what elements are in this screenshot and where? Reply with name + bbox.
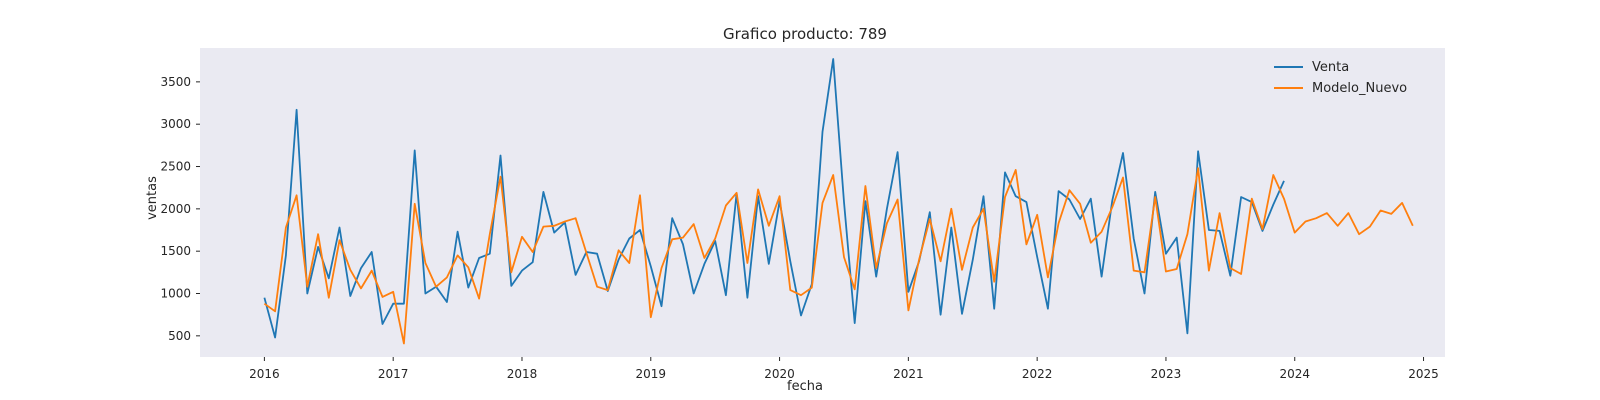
y-tick-label: 2500 — [160, 160, 191, 174]
y-axis-title: ventas — [145, 176, 160, 220]
series-layer — [263, 58, 1414, 345]
x-tick-label: 2023 — [1151, 367, 1182, 381]
y-tick-label: 3500 — [160, 75, 191, 89]
y-tick-label: 1000 — [160, 287, 191, 301]
series-line-modelo-nuevo — [263, 167, 1414, 345]
y-tick-label: 500 — [168, 329, 191, 343]
chart-title: Grafico producto: 789 — [723, 25, 887, 43]
x-tick-label: 2025 — [1408, 367, 1439, 381]
x-tick-label: 2021 — [893, 367, 924, 381]
y-tick-label: 3000 — [160, 117, 191, 131]
x-tick-label: 2024 — [1279, 367, 1310, 381]
x-tick-label: 2018 — [507, 367, 538, 381]
x-tick-label: 2019 — [636, 367, 667, 381]
x-axis-ticks: 2016 2017 2018 2019 2020 2021 2022 2023 2024 2025 — [249, 357, 1439, 381]
x-tick-label: 2017 — [378, 367, 409, 381]
legend-label-venta: Venta — [1312, 60, 1349, 75]
legend-label-modelo-nuevo: Modelo_Nuevo — [1312, 81, 1407, 96]
x-axis-title: fecha — [787, 379, 823, 394]
y-tick-label: 2000 — [160, 202, 191, 216]
series-line-venta — [263, 58, 1285, 339]
x-tick-label: 2020 — [764, 367, 795, 381]
x-tick-label: 2016 — [249, 367, 280, 381]
legend: Venta Modelo_Nuevo — [1274, 60, 1407, 96]
y-tick-label: 1500 — [160, 244, 191, 258]
y-axis-ticks: 500 1000 1500 2000 2500 3000 3500 — [160, 75, 200, 343]
x-tick-label: 2022 — [1022, 367, 1053, 381]
